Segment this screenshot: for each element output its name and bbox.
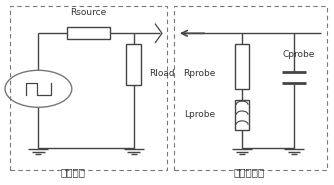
Text: Rload: Rload xyxy=(149,70,174,78)
Text: 示波器探头: 示波器探头 xyxy=(233,168,265,178)
Text: Cprobe: Cprobe xyxy=(282,50,315,59)
Bar xyxy=(235,44,249,89)
Bar xyxy=(126,44,141,85)
Text: Rsource: Rsource xyxy=(70,8,107,17)
Text: 被测设备: 被测设备 xyxy=(61,168,86,178)
Bar xyxy=(67,27,110,39)
Bar xyxy=(235,100,249,130)
Bar xyxy=(10,6,167,170)
Bar xyxy=(174,6,327,170)
Text: Rprobe: Rprobe xyxy=(183,70,215,78)
Text: Lprobe: Lprobe xyxy=(184,110,215,119)
